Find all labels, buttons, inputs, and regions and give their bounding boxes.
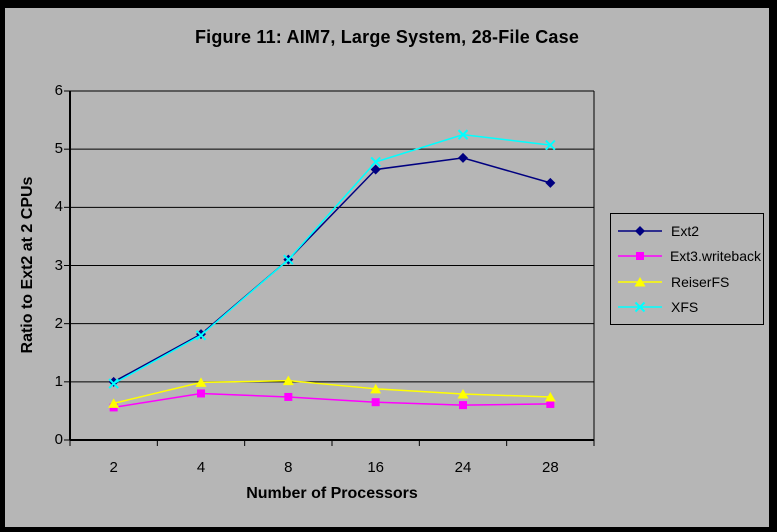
legend-marker-ext3-writeback <box>618 252 662 261</box>
y-tick-label-3: 3 <box>54 256 63 274</box>
data-point-reiserfs-8 <box>282 375 294 386</box>
legend-marker-ext2 <box>618 225 662 236</box>
series-line-reiserfs <box>113 379 551 405</box>
data-point-ext3-writeback-24 <box>459 401 467 410</box>
data-point-xfs-16 <box>370 156 381 168</box>
data-point-reiserfs-24 <box>457 389 469 399</box>
x-tick-label-16: 16 <box>367 459 384 476</box>
data-point-ext2-16 <box>370 164 381 175</box>
data-point-reiserfs-4 <box>195 377 207 387</box>
y-tick-label-6: 6 <box>54 82 63 99</box>
data-point-xfs-24 <box>457 129 469 140</box>
data-point-ext2-2 <box>108 376 119 387</box>
data-point-ext3-writeback-4 <box>197 389 205 398</box>
series-line-xfs <box>113 133 551 385</box>
data-point-ext2-24 <box>458 152 468 163</box>
legend-entry-ext3-writeback: Ext3.writeback <box>618 248 761 264</box>
legend-marker-xfs <box>618 302 662 313</box>
data-point-xfs-4 <box>195 330 207 341</box>
legend-marker-reiserfs <box>618 276 662 287</box>
legend-label-ext2: Ext2 <box>671 222 700 239</box>
data-point-reiserfs-2 <box>108 398 120 408</box>
y-tick-label-4: 4 <box>54 198 63 216</box>
y-tick-label-5: 5 <box>54 140 63 158</box>
x-tick-label-2: 2 <box>109 459 118 476</box>
legend-box: Ext2 Ext3.writeback ReiserFS XFS <box>610 213 764 325</box>
legend-marker-glyph <box>636 252 644 261</box>
legend-marker-glyph <box>635 225 645 236</box>
legend-marker-glyph <box>634 302 646 313</box>
legend-entry-ext2: Ext2 <box>618 223 761 239</box>
data-point-xfs-28 <box>545 139 556 151</box>
series-line-ext2 <box>113 157 551 383</box>
data-point-xfs-2 <box>108 378 119 389</box>
y-tick-label-2: 2 <box>54 314 63 332</box>
data-point-ext3-writeback-28 <box>546 399 555 408</box>
y-tick-label-1: 1 <box>54 372 63 390</box>
x-tick-label-8: 8 <box>284 459 293 476</box>
x-axis-title: Number of Processors <box>246 485 418 502</box>
x-tick-label-24: 24 <box>454 459 472 476</box>
series-line-ext3-writeback <box>113 392 551 409</box>
legend-label-ext3-writeback: Ext3.writeback <box>669 248 761 265</box>
legend-label-reiserfs: ReiserFS <box>671 273 730 290</box>
y-tick-label-0: 0 <box>54 431 63 448</box>
legend-marker-glyph <box>634 276 646 287</box>
data-point-ext3-writeback-8 <box>284 392 293 401</box>
data-point-ext3-writeback-16 <box>371 398 380 407</box>
legend-entry-xfs: XFS <box>618 299 761 315</box>
x-tick-label-4: 4 <box>196 459 206 476</box>
legend-label-xfs: XFS <box>671 299 699 316</box>
data-point-xfs-8 <box>283 254 294 265</box>
chart-title: Figure 11: AIM7, Large System, 28-File C… <box>194 27 580 47</box>
data-point-reiserfs-16 <box>370 383 382 394</box>
legend-entry-reiserfs: ReiserFS <box>618 274 761 290</box>
x-tick-label-28: 28 <box>541 459 559 476</box>
data-point-reiserfs-28 <box>544 391 556 402</box>
data-point-ext2-28 <box>545 177 556 188</box>
